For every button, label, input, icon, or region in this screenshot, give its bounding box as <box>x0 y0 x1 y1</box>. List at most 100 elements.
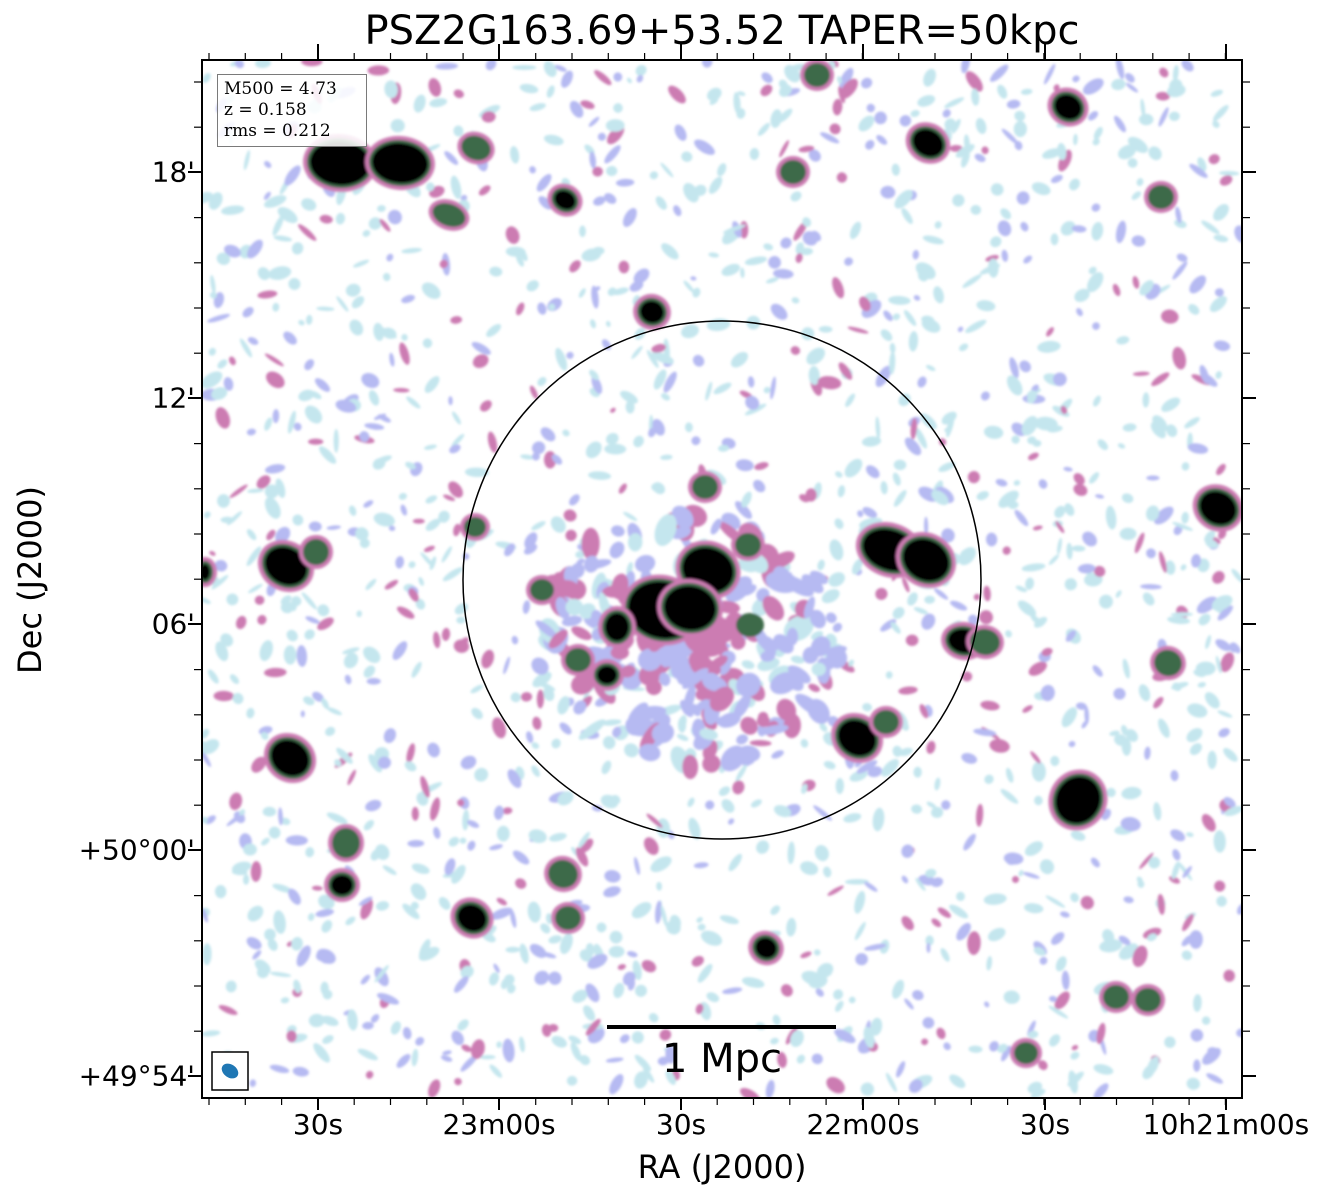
noise-blob <box>1132 945 1148 967</box>
noise-blob <box>450 316 463 324</box>
noise-blob <box>481 111 496 123</box>
noise-blob <box>694 184 707 196</box>
y-tick-label: 12' <box>151 381 195 415</box>
noise-blob <box>1155 91 1170 101</box>
noise-blob <box>411 1048 419 1067</box>
noise-blob <box>974 153 986 163</box>
noise-blob <box>214 885 227 899</box>
noise-blob <box>1088 266 1097 275</box>
noise-blob <box>926 801 937 809</box>
noise-blob <box>681 151 693 162</box>
noise-blob <box>207 669 219 684</box>
noise-blob <box>1034 795 1043 806</box>
noise-blob <box>470 684 484 694</box>
noise-blob <box>492 717 507 739</box>
noise-blob <box>579 225 586 238</box>
noise-blob <box>489 972 499 986</box>
noise-blob <box>1152 415 1168 432</box>
axis-ticks <box>188 44 1256 1110</box>
noise-blob <box>875 365 892 388</box>
noise-blob <box>1109 730 1120 736</box>
noise-blob <box>861 436 882 447</box>
noise-blob <box>456 616 466 624</box>
noise-blob <box>1074 288 1090 302</box>
noise-blob <box>1216 895 1227 907</box>
noise-blob <box>737 91 746 96</box>
noise-blob <box>817 967 832 977</box>
noise-blob <box>471 707 483 720</box>
x-tick-label: 23m00s <box>442 1108 556 1141</box>
noise-blob <box>353 259 370 268</box>
noise-blob <box>770 1037 779 1045</box>
noise-blob <box>314 378 331 392</box>
noise-blob <box>1093 395 1101 407</box>
noise-blob <box>493 963 500 973</box>
source-core <box>562 913 574 923</box>
noise-blob <box>938 461 956 472</box>
noise-blob <box>1043 63 1056 85</box>
noise-blob <box>790 655 805 664</box>
noise-blob <box>1125 72 1135 83</box>
noise-blob <box>1001 249 1009 262</box>
noise-blob <box>976 803 984 827</box>
noise-blob <box>360 974 371 985</box>
diffuse-blob <box>709 686 735 712</box>
noise-blob <box>836 172 848 183</box>
noise-blob <box>1014 110 1026 122</box>
noise-blob <box>569 494 580 506</box>
noise-blob <box>864 881 878 892</box>
noise-blob <box>502 807 513 815</box>
diffuse-blob <box>754 629 777 656</box>
noise-blob <box>604 443 627 455</box>
noise-blob <box>408 561 416 569</box>
noise-blob <box>398 492 407 500</box>
noise-blob <box>987 927 1006 942</box>
noise-blob <box>902 577 910 593</box>
noise-blob <box>388 525 396 532</box>
noise-blob <box>833 989 844 1000</box>
noise-blob <box>860 77 873 89</box>
diffuse-blob <box>610 645 629 660</box>
noise-blob <box>460 194 468 202</box>
noise-blob <box>805 488 817 502</box>
noise-blob <box>848 996 856 1004</box>
noise-blob <box>221 205 245 215</box>
noise-blob <box>707 87 722 101</box>
noise-blob <box>657 1056 669 1066</box>
noise-blob <box>934 221 942 229</box>
noise-blob <box>428 1079 441 1098</box>
noise-blob <box>559 933 573 955</box>
redshift-label: z = 0.158 <box>224 100 307 120</box>
noise-blob <box>1002 546 1011 555</box>
noise-blob <box>433 631 441 649</box>
noise-blob <box>543 134 564 146</box>
noise-blob <box>1070 830 1086 841</box>
noise-blob <box>1061 970 1070 990</box>
noise-blob <box>605 1057 624 1063</box>
noise-blob <box>401 334 408 341</box>
noise-blob <box>1145 505 1160 522</box>
noise-blob <box>261 837 270 846</box>
noise-blob <box>1060 221 1076 236</box>
noise-blob <box>949 1074 966 1089</box>
diffuse-blob <box>737 558 759 573</box>
noise-blob <box>202 1030 221 1037</box>
source-core <box>270 739 310 777</box>
noise-blob <box>1034 616 1048 628</box>
diffuse-blob <box>627 533 643 552</box>
noise-blob <box>656 881 663 891</box>
diffuse-blob <box>578 719 606 740</box>
noise-blob <box>800 247 813 256</box>
noise-blob <box>633 435 644 448</box>
noise-blob <box>613 103 623 113</box>
noise-blob <box>1164 1036 1176 1048</box>
noise-blob <box>264 353 284 367</box>
noise-blob <box>1097 439 1108 451</box>
noise-blob <box>596 922 607 933</box>
diffuse-blob <box>757 711 769 722</box>
noise-blob <box>453 523 461 537</box>
noise-blob <box>396 1054 411 1068</box>
noise-blob <box>984 774 994 784</box>
noise-blob <box>827 885 844 896</box>
scale-bar-label: 1 Mpc <box>661 1036 783 1082</box>
